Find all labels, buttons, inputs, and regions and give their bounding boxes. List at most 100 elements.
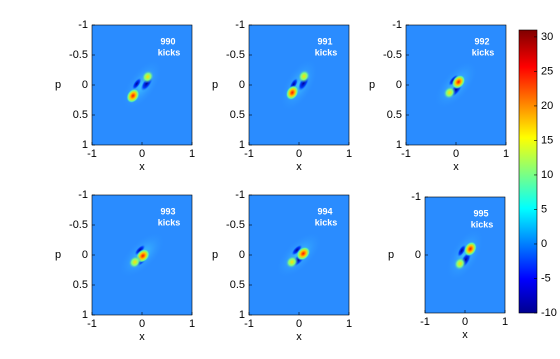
x-axis-label: x (139, 161, 145, 173)
warm-spot (453, 256, 467, 271)
warm-spot (128, 255, 142, 269)
warm-spot (297, 69, 311, 84)
y-tick-label: 0.5 (73, 279, 88, 291)
cold-spot (132, 77, 142, 90)
y-tick-label: 0 (82, 79, 88, 91)
y-tick-label: 0 (415, 249, 421, 261)
x-axis-label: x (296, 331, 302, 343)
y-tick-label: 0.5 (230, 279, 245, 291)
y-tick-label: -1 (78, 189, 88, 201)
annotation: kicks (315, 217, 338, 227)
y-tick-label: -0.5 (226, 219, 245, 231)
annotation: kicks (158, 217, 181, 227)
y-tick-label: -0.5 (69, 49, 88, 61)
colorbar-tick-label: 15 (541, 134, 553, 146)
x-tick-label: 0 (139, 318, 145, 330)
y-axis-label: p (55, 249, 61, 261)
y-tick-label: -1 (235, 189, 245, 201)
colorbar-tick-label: 10 (541, 169, 553, 181)
warm-spot (443, 86, 457, 100)
x-tick-label: -1 (87, 148, 97, 160)
annotation: 994 (317, 206, 332, 216)
colorbar-tick-label: 30 (541, 31, 553, 43)
annotation: 993 (160, 206, 175, 216)
x-tick-label: 0 (139, 148, 145, 160)
annotation: 991 (317, 36, 332, 46)
colorbar-tick-label: 0 (541, 238, 547, 250)
y-tick-label: 1 (82, 139, 88, 151)
heatmap-pattern (433, 60, 479, 110)
y-tick-label: 1 (239, 139, 245, 151)
hot-spot (296, 246, 311, 261)
y-tick-label: -1 (392, 19, 402, 31)
y-axis-label: p (369, 79, 375, 91)
y-tick-label: -1 (78, 19, 88, 31)
annotation: kicks (315, 47, 338, 57)
y-tick-label: -0.5 (226, 49, 245, 61)
x-tick-label: 0 (296, 148, 302, 160)
hot-spot (285, 85, 299, 101)
annotation: kicks (472, 47, 495, 57)
x-axis-label: x (296, 161, 302, 173)
y-tick-label: 0 (82, 249, 88, 261)
x-tick-label: 1 (346, 148, 352, 160)
colorbar-tick-label: -10 (541, 307, 557, 319)
x-tick-label: 1 (189, 148, 195, 160)
y-tick-label: -1 (411, 191, 421, 203)
x-tick-label: -1 (401, 148, 411, 160)
y-tick-label: 0 (239, 249, 245, 261)
warm-spot (141, 70, 155, 84)
annotation: 995 (473, 208, 488, 218)
y-tick-label: -0.5 (69, 219, 88, 231)
warm-spot (285, 255, 299, 269)
hot-spot (451, 74, 466, 90)
x-tick-label: -1 (244, 148, 254, 160)
x-axis-label: x (139, 331, 145, 343)
y-tick-label: 1 (82, 309, 88, 321)
y-axis-label: p (55, 79, 61, 91)
heatmap-pattern (118, 231, 166, 279)
x-tick-label: 1 (503, 148, 509, 160)
y-tick-label: -0.5 (383, 49, 402, 61)
x-tick-label: -1 (420, 316, 430, 328)
y-tick-label: -1 (235, 19, 245, 31)
x-tick-label: 0 (462, 316, 468, 328)
heatmap-pattern (445, 228, 485, 282)
x-tick-label: -1 (87, 318, 97, 330)
y-tick-label: 1 (239, 309, 245, 321)
annotation: 992 (474, 36, 489, 46)
annotation: kicks (471, 219, 494, 229)
x-axis-label: x (453, 161, 459, 173)
colorbar-tick-label: 5 (541, 203, 547, 215)
x-tick-label: 0 (453, 148, 459, 160)
heatmap-pattern (279, 58, 319, 112)
x-tick-label: 1 (346, 318, 352, 330)
y-tick-label: 0 (396, 79, 402, 91)
y-tick-label: 1 (396, 139, 402, 151)
hot-spot (126, 88, 140, 104)
colorbar-tick-label: 20 (541, 100, 553, 112)
x-tick-label: 1 (502, 316, 508, 328)
heatmap-pattern (121, 59, 163, 111)
y-tick-label: 0.5 (230, 109, 245, 121)
colorbar-tick-label: -5 (541, 272, 551, 284)
x-tick-label: 1 (189, 318, 195, 330)
y-axis-label: p (212, 249, 218, 261)
y-tick-label: 0 (239, 79, 245, 91)
y-tick-label: 0.5 (387, 109, 402, 121)
cold-spot (457, 244, 467, 258)
colorbar-tick-label: 25 (541, 65, 553, 77)
x-tick-label: -1 (244, 318, 254, 330)
heatmap-pattern (275, 231, 323, 279)
annotation: kicks (158, 47, 181, 57)
x-axis-label: x (462, 329, 468, 341)
annotation: 990 (160, 36, 175, 46)
y-tick-label: 0.5 (73, 109, 88, 121)
colorbar (518, 29, 538, 314)
y-axis-label: p (388, 249, 394, 261)
y-axis-label: p (212, 79, 218, 91)
x-tick-label: 0 (296, 318, 302, 330)
cold-spot (134, 244, 146, 256)
cold-spot (291, 244, 303, 256)
